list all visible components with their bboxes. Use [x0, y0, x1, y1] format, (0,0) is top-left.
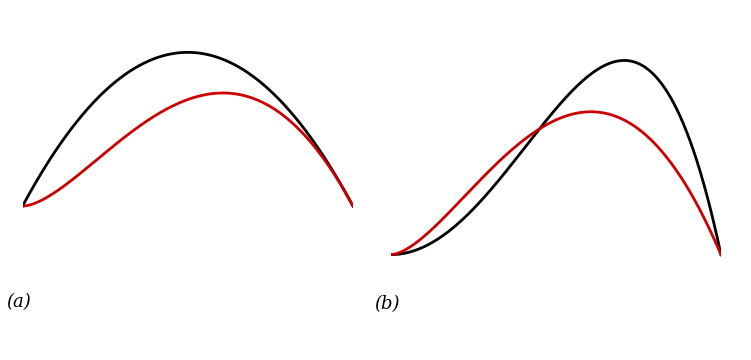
Text: (a): (a)	[6, 293, 31, 311]
Text: (b): (b)	[374, 295, 400, 313]
